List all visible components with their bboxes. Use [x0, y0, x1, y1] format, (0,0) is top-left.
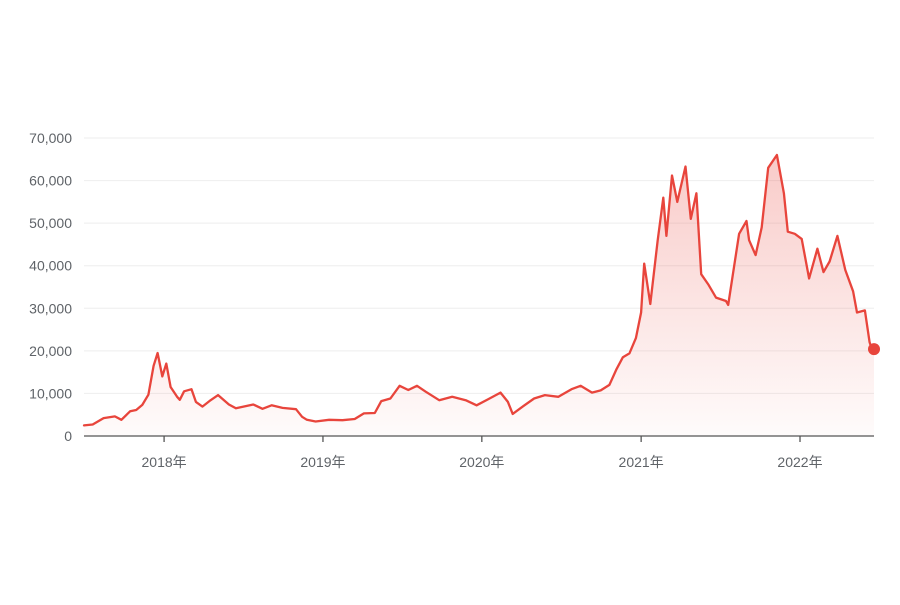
y-tick-label: 40,000	[29, 258, 72, 274]
price-line	[82, 153, 876, 427]
last-value-dot	[868, 343, 880, 356]
price-area-fill	[84, 155, 874, 436]
y-tick-label: 20,000	[29, 343, 72, 359]
x-tick-label: 2022年	[777, 454, 822, 470]
x-tick-label: 2018年	[142, 454, 187, 470]
y-tick-label: 10,000	[29, 385, 72, 401]
y-tick-label: 30,000	[29, 300, 72, 316]
y-tick-label: 60,000	[29, 173, 72, 189]
x-tick-label: 2020年	[459, 454, 504, 470]
y-tick-label: 0	[64, 428, 72, 444]
x-tick-label: 2021年	[619, 454, 664, 470]
x-tick-label: 2019年	[300, 454, 345, 470]
y-tick-label: 50,000	[29, 215, 72, 231]
y-tick-label: 70,000	[29, 130, 72, 146]
